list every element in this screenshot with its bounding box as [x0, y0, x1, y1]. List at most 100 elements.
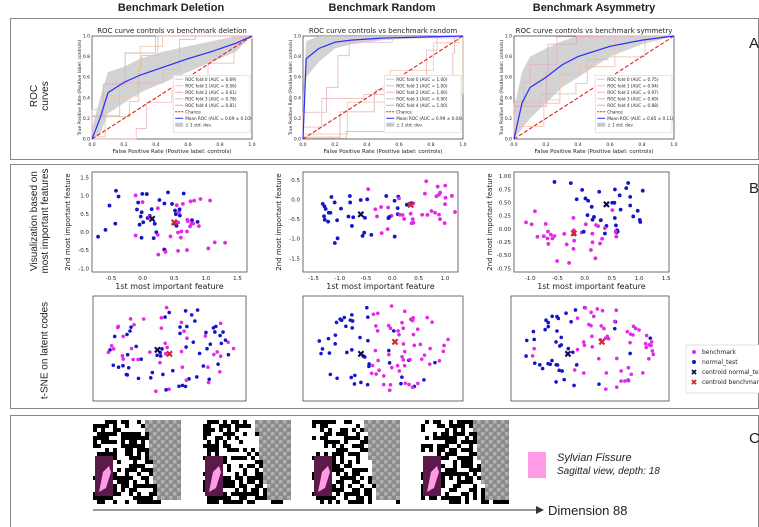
brain-pixel [93, 496, 97, 500]
brain-pixel [372, 448, 376, 452]
normal-test-point [409, 201, 414, 206]
tsne-benchmark-point [403, 381, 408, 386]
scatter-ytick-2: -0.75 [497, 266, 512, 272]
brain-pixel [392, 476, 396, 480]
brain-pixel [453, 460, 457, 464]
brain-pixel [231, 488, 235, 492]
brain-pixel [340, 492, 344, 496]
brain-pixel [211, 496, 215, 500]
benchmark-point [590, 231, 595, 236]
brain-pixel [235, 496, 239, 500]
brain-pixel [235, 468, 239, 472]
tsne-normal-test-point [387, 361, 392, 365]
brain-pixel [247, 472, 251, 476]
brain-pixel [328, 424, 332, 428]
brain-pixel [453, 444, 457, 448]
brain-pixel [255, 472, 259, 476]
brain-pixel [469, 492, 473, 496]
roc-legend-swatch-0 [175, 122, 184, 127]
brain-pixel [141, 480, 145, 484]
normal-test-point [392, 198, 397, 203]
brain-pixel [207, 436, 211, 440]
roc-legend-label-1: ROC fold 3 (AUC = 0.90) [396, 96, 448, 101]
centroid-normal-test-marker: ✖ [148, 214, 156, 225]
brain-pixel [344, 500, 348, 504]
brain-pixel [449, 448, 453, 452]
brain-pixel [133, 488, 137, 492]
brain-pixel [501, 476, 505, 480]
brain-pixel [133, 464, 137, 468]
brain-pixel [316, 424, 320, 428]
tsne-benchmark-point [136, 357, 140, 362]
brain-pixel [259, 484, 263, 488]
brain-pixel [477, 496, 481, 500]
brain-pixel [177, 448, 181, 452]
benchmark-point [429, 209, 434, 213]
brain-pixel [316, 496, 320, 500]
brain-pixel [251, 468, 255, 472]
tsne-normal-test-point [559, 343, 564, 347]
brain-pixel [117, 492, 121, 496]
brain-pixel [161, 456, 165, 460]
brain-pixel [235, 424, 239, 428]
brain-pixel [223, 496, 227, 500]
brain-pixel [433, 432, 437, 436]
normal-test-point [598, 218, 603, 223]
normal-test-point [140, 191, 145, 196]
brain-pixel [501, 436, 505, 440]
brain-pixel [324, 444, 328, 448]
brain-pixel [356, 456, 360, 460]
brain-pixel [320, 428, 324, 432]
roc-fold-curve-2 [513, 35, 674, 139]
tsne-normal-test-point [338, 317, 342, 321]
normal-test-point [177, 213, 182, 218]
brain-pixel [129, 452, 133, 456]
tsne-benchmark-point [590, 334, 594, 339]
tsne-normal-test-point [532, 337, 536, 342]
roc-legend-label-0: ROC fold 2 (AUC = 0.61) [185, 90, 237, 95]
brain-pixel [283, 428, 287, 432]
brain-pixel [441, 468, 445, 472]
brain-pixel [133, 496, 137, 500]
brain-pixel [93, 436, 97, 440]
brain-pixel [141, 448, 145, 452]
brain-pixel [121, 460, 125, 464]
roc-title-2: ROC curve controls vs benchmark symmetry [516, 27, 673, 35]
brain-pixel [243, 492, 247, 496]
normal-test-point [568, 181, 573, 186]
brain-pixel [247, 444, 251, 448]
brain-pixel [465, 500, 469, 504]
normal-test-point [628, 194, 633, 199]
brain-pixel [497, 424, 501, 428]
brain-pixel [481, 484, 485, 488]
brain-pixel [129, 476, 133, 480]
brain-pixel [101, 432, 105, 436]
brain-pixel [465, 496, 469, 500]
brain-pixel [457, 468, 461, 472]
brain-pixel [449, 496, 453, 500]
brain-pixel [324, 500, 328, 504]
normal-test-point [149, 207, 154, 211]
brain-pixel [105, 424, 109, 428]
brain-pixel [336, 460, 340, 464]
brain-pixel [505, 500, 509, 504]
brain-pixel [396, 480, 400, 484]
brain-pixel [316, 452, 320, 456]
normal-test-point [347, 194, 352, 198]
benchmark-point [546, 229, 550, 234]
brain-pixel [145, 440, 149, 444]
benchmark-point [453, 210, 457, 214]
brain-pixel [227, 444, 231, 448]
benchmark-point [571, 247, 576, 251]
brain-pixel [177, 488, 181, 492]
brain-pixel [173, 428, 177, 432]
benchmark-point [397, 196, 401, 201]
roc-ytick-0: 1.0 [83, 34, 90, 40]
brain-pixel [497, 448, 501, 452]
brain-pixel [227, 420, 231, 424]
tsne-normal-test-point [524, 354, 528, 358]
tsne-normal-test-point [422, 378, 426, 382]
brain-pixel [380, 480, 384, 484]
brain-pixel [356, 452, 360, 456]
roc-xtick-2: 0.4 [574, 142, 581, 148]
